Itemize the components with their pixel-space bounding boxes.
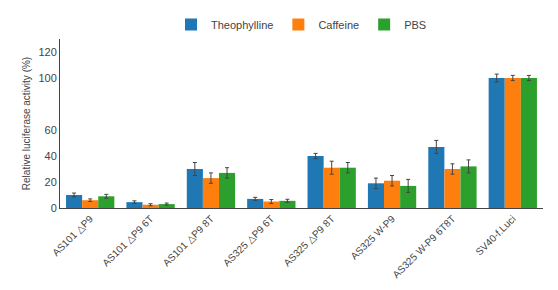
svg-text:AS101 △P9 6T: AS101 △P9 6T <box>100 213 155 268</box>
svg-text:40: 40 <box>45 150 57 162</box>
svg-text:AS325 △P9 8T: AS325 △P9 8T <box>281 213 336 268</box>
svg-text:Relative luciferase activity (: Relative luciferase activity (%) <box>21 57 32 190</box>
svg-text:Caffeine: Caffeine <box>318 19 359 31</box>
svg-text:AS325 W-P9 6T8T: AS325 W-P9 6T8T <box>390 213 457 280</box>
svg-text:AS325 △P9 6T: AS325 △P9 6T <box>221 213 276 268</box>
svg-text:20: 20 <box>45 176 57 188</box>
svg-text:60: 60 <box>45 124 57 136</box>
svg-text:Theophylline: Theophylline <box>211 19 273 31</box>
svg-text:AS101 △P9 8T: AS101 △P9 8T <box>161 213 216 268</box>
svg-text:AS325 W-P9: AS325 W-P9 <box>348 213 397 262</box>
svg-text:AS101 △P9: AS101 △P9 <box>50 213 95 258</box>
svg-text:PBS: PBS <box>404 19 426 31</box>
svg-text:SV40-f.Luci: SV40-f.Luci <box>473 213 517 257</box>
svg-text:120: 120 <box>38 46 56 58</box>
svg-text:0: 0 <box>51 202 57 214</box>
svg-text:100: 100 <box>38 72 56 84</box>
